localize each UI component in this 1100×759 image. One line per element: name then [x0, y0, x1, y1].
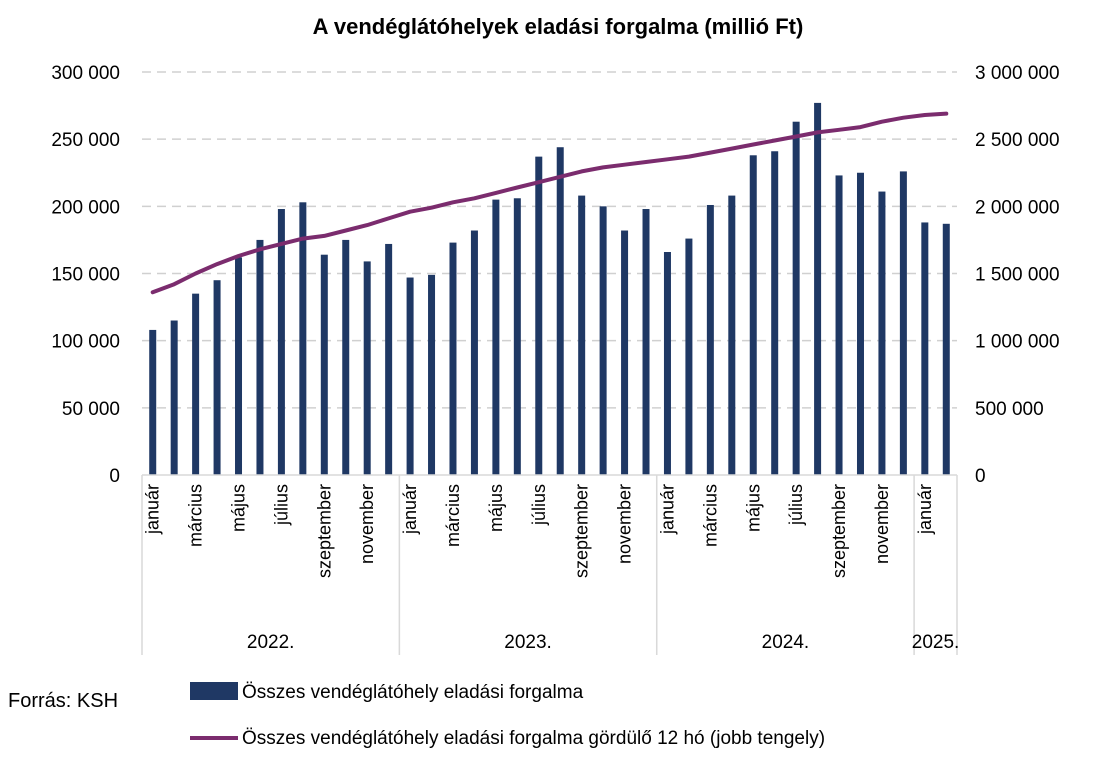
- month-label: május: [486, 484, 506, 532]
- bar: [256, 239, 264, 475]
- left-tick-label: 0: [109, 466, 120, 487]
- bar: [342, 239, 350, 475]
- left-tick-label: 250 000: [51, 130, 120, 151]
- bar: [320, 254, 328, 475]
- bar: [363, 261, 371, 475]
- bar: [792, 121, 800, 475]
- bar: [706, 204, 714, 476]
- right-tick-label: 1 000 000: [975, 332, 1060, 353]
- bar: [621, 230, 629, 475]
- month-label: július: [529, 484, 549, 526]
- left-axis-ticks: 0 50 000 100 000 150 000 200 000 250 000 300 0…: [51, 63, 120, 487]
- bar: [213, 280, 221, 475]
- line-series: [150, 111, 949, 295]
- legend-bar-swatch: [190, 682, 238, 700]
- month-label: január: [143, 484, 163, 535]
- month-label: szeptember: [829, 484, 849, 578]
- bar: [663, 252, 671, 475]
- month-label: szeptember: [314, 484, 334, 578]
- bar: [513, 198, 521, 476]
- right-tick-label: 0: [975, 466, 986, 487]
- bar: [578, 195, 586, 475]
- bar: [899, 171, 907, 475]
- year-label: 2024.: [762, 632, 810, 653]
- bar: [470, 230, 478, 475]
- right-axis-ticks: 0 500 000 1 000 000 1 500 000 2 000 000 2 500…: [975, 63, 1060, 487]
- bar: [835, 175, 843, 476]
- bar-series: [149, 102, 950, 476]
- bar: [492, 199, 500, 475]
- x-axis: 2022. 2023. 2024. 2025. január március május jú…: [141, 474, 960, 655]
- rolling-12-month-line: [150, 111, 949, 295]
- bar: [728, 195, 736, 475]
- bar: [149, 329, 157, 475]
- bar: [921, 222, 929, 475]
- legend-line-label: Összes vendéglátóhely eladási forgalma g…: [242, 728, 825, 749]
- year-label: 2025.: [912, 632, 960, 653]
- bar: [277, 209, 285, 475]
- bar: [685, 238, 693, 475]
- chart-title: A vendéglátóhelyek eladási forgalma (mil…: [313, 14, 804, 39]
- month-label: március: [700, 484, 720, 547]
- right-tick-label: 3 000 000: [975, 63, 1060, 84]
- right-tick-label: 500 000: [975, 399, 1044, 420]
- bar: [771, 151, 779, 476]
- legend-bar-label: Összes vendéglátóhely eladási forgalma: [242, 682, 584, 703]
- bar: [942, 223, 950, 475]
- bar: [385, 243, 393, 475]
- legend: Összes vendéglátóhely eladási forgalma Ö…: [190, 682, 825, 749]
- month-label: július: [786, 484, 806, 526]
- gridlines: [142, 71, 957, 409]
- month-label: május: [743, 484, 763, 532]
- left-tick-label: 150 000: [51, 265, 120, 286]
- month-label: május: [229, 484, 249, 532]
- right-tick-label: 2 000 000: [975, 197, 1060, 218]
- month-label: november: [357, 484, 377, 564]
- year-label: 2023.: [504, 632, 552, 653]
- bar: [235, 257, 243, 475]
- month-label: január: [915, 484, 935, 535]
- bar: [406, 277, 414, 475]
- bar: [299, 202, 307, 475]
- bar: [856, 172, 864, 475]
- bar: [449, 242, 457, 475]
- year-label: 2022.: [247, 632, 295, 653]
- bar: [814, 102, 822, 475]
- month-label: január: [657, 484, 677, 535]
- left-tick-label: 50 000: [62, 399, 120, 420]
- bar: [642, 209, 650, 475]
- month-label: január: [400, 484, 420, 535]
- month-label: március: [186, 484, 206, 547]
- month-label: november: [615, 484, 635, 564]
- bar: [535, 156, 543, 475]
- left-tick-label: 100 000: [51, 332, 120, 353]
- bar: [599, 206, 607, 476]
- left-tick-label: 300 000: [51, 63, 120, 84]
- bar: [170, 320, 178, 475]
- bar: [428, 274, 436, 475]
- right-tick-label: 2 500 000: [975, 130, 1060, 151]
- bar: [556, 147, 564, 475]
- bar: [878, 191, 886, 475]
- source-note: Forrás: KSH: [8, 690, 118, 712]
- month-label: november: [872, 484, 892, 564]
- left-tick-label: 200 000: [51, 197, 120, 218]
- month-label: július: [271, 484, 291, 526]
- bar: [749, 155, 757, 475]
- month-label: szeptember: [572, 484, 592, 578]
- right-tick-label: 1 500 000: [975, 265, 1060, 286]
- month-label: március: [443, 484, 463, 547]
- bar: [192, 293, 200, 475]
